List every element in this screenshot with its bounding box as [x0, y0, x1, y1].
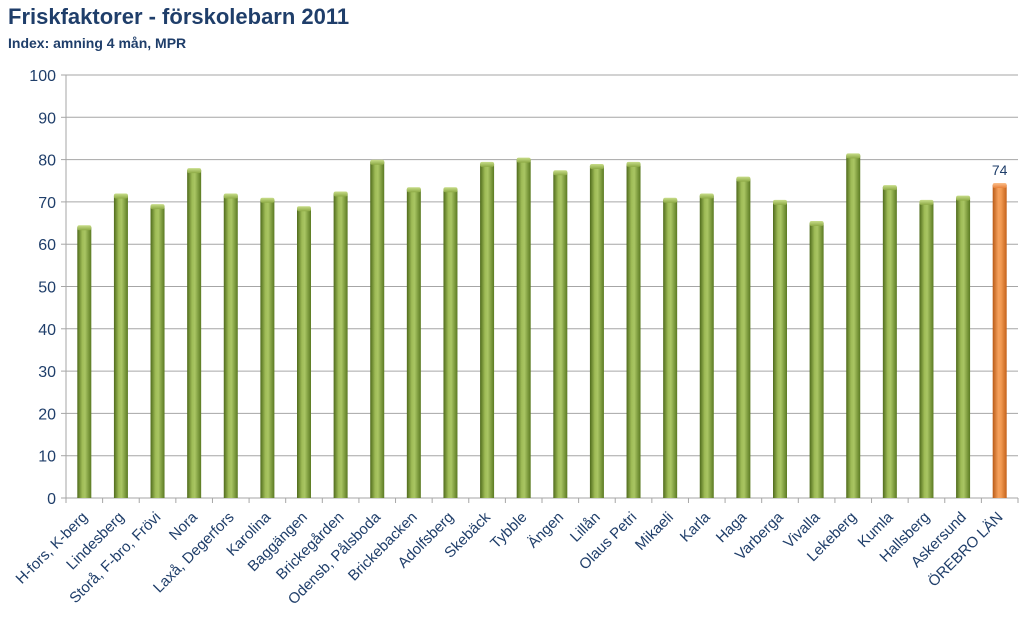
y-tick-label: 40	[38, 322, 56, 339]
bar	[333, 193, 348, 498]
bar	[150, 206, 165, 498]
bar	[773, 201, 787, 498]
bar-cap	[589, 163, 604, 169]
bar	[589, 165, 604, 498]
bar-cap	[516, 157, 531, 163]
bar-cap	[882, 185, 897, 191]
bar	[882, 187, 897, 498]
y-tick-label: 70	[38, 195, 56, 212]
bar-cap	[626, 161, 641, 167]
bar	[113, 195, 128, 498]
x-tick-label: Karla	[677, 508, 714, 545]
bar	[297, 208, 311, 498]
bar-cap	[919, 199, 934, 205]
bar	[406, 189, 421, 498]
bar-cap	[663, 197, 678, 203]
bar-cap	[406, 187, 421, 193]
bar	[77, 227, 92, 498]
bar-cap	[736, 176, 751, 182]
bar-cap	[223, 193, 238, 199]
bar-cap	[370, 159, 385, 165]
y-tick-label: 90	[38, 110, 56, 127]
y-tick-label: 30	[38, 364, 56, 381]
y-axis-ticks: 0 10 20 30 40 50 60 70 80 90 100	[29, 68, 56, 508]
y-tick-label: 20	[38, 406, 56, 423]
bar-cap	[77, 225, 92, 231]
bar-cap	[187, 168, 202, 174]
bar	[846, 155, 861, 498]
bar	[223, 195, 238, 498]
y-tick-label: 10	[38, 449, 56, 466]
x-tick-label: Mikaeli	[632, 509, 677, 554]
chart-title: Friskfaktorer - förskolebarn 2011	[8, 4, 350, 29]
bar-cap	[443, 187, 458, 193]
bar-cap	[553, 170, 568, 176]
y-tick-label: 100	[29, 68, 56, 85]
bar	[516, 159, 531, 498]
y-tick-label: 50	[38, 280, 56, 297]
bar-cap	[333, 191, 348, 197]
bar-cap	[956, 195, 971, 201]
bar	[626, 163, 641, 498]
bar-cap	[773, 199, 787, 205]
bar-cap	[992, 182, 1007, 188]
gridlines	[61, 74, 1019, 503]
bar-cap	[297, 206, 311, 212]
bar-cap	[260, 197, 275, 203]
bar	[919, 201, 934, 498]
x-tick-label: Tybble	[487, 509, 530, 552]
bar-cap	[809, 221, 824, 227]
y-tick-label: 60	[38, 237, 56, 254]
data-labels: 74	[992, 162, 1008, 178]
bar	[736, 178, 751, 498]
bar-cap	[113, 193, 128, 199]
bar	[992, 184, 1007, 499]
chart-subtitle: Index: amning 4 mån, MPR	[8, 35, 187, 51]
y-tick-label: 0	[47, 491, 56, 508]
data-label: 74	[992, 162, 1008, 178]
bar	[370, 161, 385, 498]
x-tick-label: Ängen	[524, 509, 567, 552]
y-tick-label: 80	[38, 153, 56, 170]
bar	[443, 189, 458, 498]
bar-cap	[150, 204, 165, 210]
bar	[260, 199, 275, 498]
bar	[699, 195, 714, 498]
bar	[480, 163, 495, 498]
bar	[809, 223, 824, 499]
bar-cap	[846, 153, 861, 159]
bar	[956, 197, 971, 499]
bar	[187, 170, 202, 499]
bar-cap	[699, 193, 714, 199]
bars	[77, 153, 1007, 499]
bar-cap	[480, 161, 495, 167]
bar	[553, 172, 568, 499]
bar	[663, 199, 678, 498]
